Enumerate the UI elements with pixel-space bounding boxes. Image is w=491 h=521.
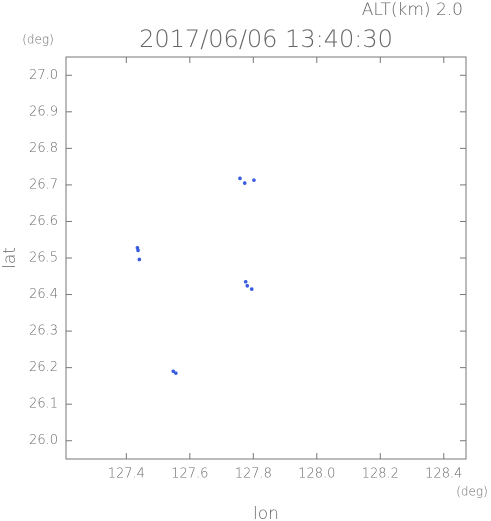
y-tick-label: 26.9 — [29, 104, 58, 119]
point — [174, 371, 178, 375]
point — [242, 181, 247, 185]
y-tick-label: 27.0 — [29, 68, 58, 83]
point — [238, 176, 242, 181]
x-axis-label: lon — [253, 504, 279, 521]
y-tick-label: 26.8 — [29, 141, 58, 156]
y-tick-label: 26.2 — [29, 360, 58, 375]
y-tick-label: 26.5 — [29, 251, 58, 266]
x-tick-label: 127.6 — [171, 467, 208, 482]
x-tick-label: 127.8 — [235, 467, 272, 482]
point — [171, 369, 176, 374]
point — [245, 283, 250, 288]
y-tick-label: 26.6 — [29, 214, 58, 229]
subtitle: ALT(km) 2.0 — [362, 0, 463, 20]
y-tick-label: 26.3 — [29, 324, 58, 339]
point — [136, 248, 140, 253]
point — [249, 287, 254, 291]
x-unit: (deg) — [456, 485, 488, 499]
x-tick-label: 127.4 — [108, 467, 145, 482]
x-tick-label: 128.2 — [362, 467, 399, 482]
point — [137, 257, 142, 262]
x-tick-label: 128.4 — [425, 467, 462, 482]
x-tick-label: 128.0 — [298, 467, 335, 482]
y-tick-label: 26.0 — [29, 433, 58, 448]
point — [252, 178, 256, 182]
point — [243, 279, 248, 284]
y-axis-label: lat — [0, 247, 20, 269]
chart-title: 2017/06/06 13:40:30 — [139, 25, 393, 53]
y-tick-label: 26.7 — [29, 177, 58, 192]
y-unit: (deg) — [22, 33, 54, 47]
plot-frame — [65, 56, 467, 460]
y-tick-label: 26.1 — [29, 397, 58, 412]
y-tick-label: 26.4 — [29, 287, 58, 302]
